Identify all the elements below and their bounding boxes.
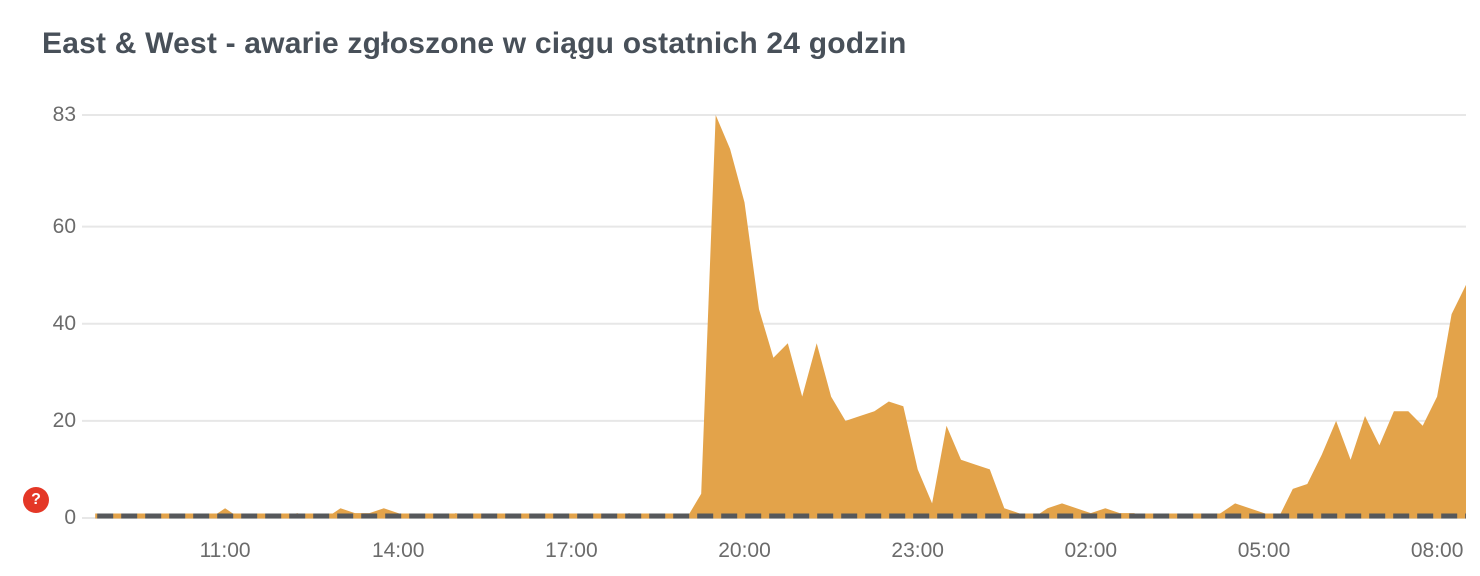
- y-axis-label: 0: [64, 506, 76, 529]
- outage-area-series[interactable]: [95, 115, 1467, 518]
- x-axis-label: 11:00: [199, 539, 251, 562]
- y-axis-label: 83: [52, 103, 76, 126]
- y-axis-label: 60: [52, 214, 76, 238]
- x-axis-label: 02:00: [1064, 539, 1118, 562]
- x-axis-label: 14:00: [371, 539, 425, 562]
- help-badge[interactable]: ?: [23, 487, 49, 513]
- x-axis-label: 05:00: [1237, 539, 1291, 562]
- y-axis-label: 20: [52, 408, 76, 432]
- question-mark-icon: ?: [31, 491, 41, 508]
- x-axis-label: 08:00: [1410, 539, 1464, 562]
- y-axis-label: 40: [52, 311, 76, 335]
- x-axis-label: 23:00: [891, 539, 944, 562]
- x-axis-label: 20:00: [718, 539, 771, 562]
- x-axis-label: 17:00: [545, 539, 598, 562]
- chart-title: East & West - awarie zgłoszone w ciągu o…: [42, 27, 907, 60]
